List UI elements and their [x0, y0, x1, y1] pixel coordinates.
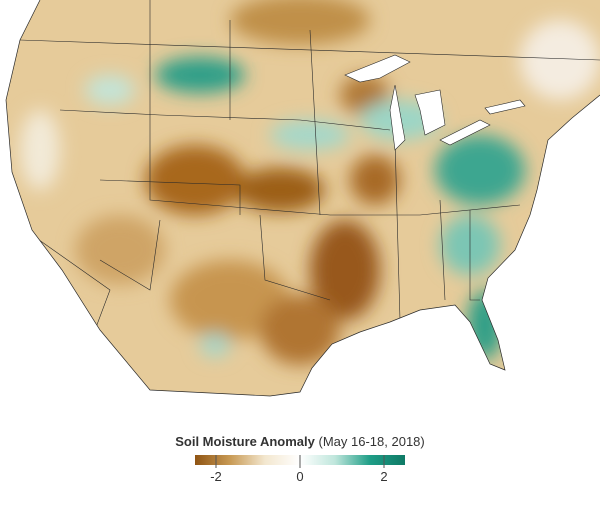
map — [5, 0, 600, 397]
colorbar-tick-label: -2 — [210, 469, 222, 484]
colorbar-tick-label: 0 — [296, 469, 303, 484]
legend-title: Soil Moisture Anomaly (May 16-18, 2018) — [175, 434, 425, 449]
legend-title-main: Soil Moisture Anomaly — [175, 434, 315, 449]
colorbar-tick-label: 2 — [380, 469, 387, 484]
legend-subtitle: (May 16-18, 2018) — [319, 434, 425, 449]
legend: Soil Moisture Anomaly (May 16-18, 2018) … — [175, 434, 425, 484]
